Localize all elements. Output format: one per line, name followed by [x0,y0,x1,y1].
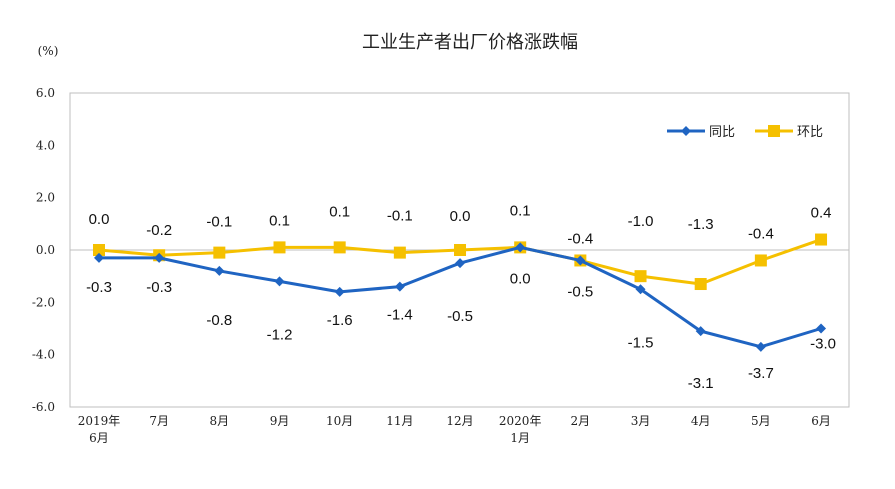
data-label-yoy: -1.4 [387,307,413,324]
data-point-yoy [635,284,646,295]
data-point-mom [454,244,467,256]
x-tick-line: 4月 [691,414,711,428]
data-label-yoy: -3.0 [810,336,836,353]
y-tick-label: -6.0 [32,400,55,414]
x-tick-label: 2019年 6月 [78,414,121,445]
series-layer [93,233,828,352]
data-label-mom: 0.4 [811,205,832,222]
data-label-yoy: -3.1 [688,375,714,392]
data-label-yoy: -0.5 [447,308,473,325]
data-point-mom [333,241,346,254]
data-label-mom: -1.0 [628,213,654,230]
data-label-mom: -0.2 [146,222,172,239]
data-label-mom: 0.0 [89,211,110,228]
data-point-yoy [695,326,706,337]
data-label-yoy: 0.0 [510,270,531,287]
legend-marker-yoy [681,126,691,136]
data-point-yoy [816,323,827,334]
data-point-mom [273,241,286,254]
data-label-yoy: -1.2 [267,326,293,343]
x-tick-line: 2019年 [78,414,121,428]
data-point-mom [213,246,226,259]
legend: 同比 环比 [667,125,823,140]
data-point-mom [815,233,828,246]
data-point-mom [694,278,707,291]
x-tick-label: 11月 [386,414,413,428]
x-tick-label: 6月 [811,414,831,428]
x-tick-line: 7月 [149,414,169,428]
data-point-yoy [394,281,405,292]
data-point-yoy [214,265,225,276]
data-point-yoy [575,255,586,266]
data-label-mom: -0.1 [206,214,232,231]
x-tick-label: 5月 [751,414,771,428]
x-tick-label: 8月 [210,414,230,428]
x-tick-line: 1月 [510,431,530,445]
data-label-yoy: -0.3 [86,279,112,296]
data-label-mom: -0.4 [748,225,774,242]
x-tick-line: 11月 [386,414,413,428]
data-label-yoy: -1.6 [327,312,353,329]
data-point-yoy [455,258,466,269]
data-label-mom: 0.1 [510,202,531,219]
x-tick-label: 12月 [446,414,473,428]
y-tick-label: 0.0 [36,243,55,257]
x-tick-line: 5月 [751,414,771,428]
x-tick-line: 2020年 [499,414,542,428]
data-point-mom [634,270,647,283]
y-tick-label: -4.0 [32,348,55,362]
chart-title: 工业生产者出厂价格涨跌幅 [362,32,578,53]
y-tick-label: 6.0 [36,86,55,100]
data-label-mom: 0.1 [269,212,290,229]
data-labels: -0.3 -0.3 -0.8 -1.2 -1.6 -1.4 -0.5 0.0 -0.5 -1.5 -… [86,202,836,392]
data-label-mom: -0.1 [387,208,413,225]
data-label-mom: -0.4 [567,230,593,247]
data-point-mom [393,246,406,259]
legend-label-mom: 环比 [797,125,823,140]
data-label-mom: 0.1 [329,203,350,220]
y-axis: 6.0 4.0 2.0 0.0 -2.0 -4.0 -6.0 [32,86,55,414]
y-tick-label: 2.0 [36,191,55,205]
data-point-yoy [515,242,526,253]
x-axis: 2019年 6月 7月 8月 9月 10月 11月 12月 2020年 1月 2月 3月 4月 5月 6月 [78,414,831,445]
x-tick-label: 10月 [326,414,353,428]
x-tick-line: 2月 [571,414,591,428]
data-point-yoy [94,252,104,263]
data-point-yoy [755,341,766,352]
legend-label-yoy: 同比 [709,125,735,140]
data-point-yoy [274,276,285,287]
data-point-mom [93,244,105,256]
x-tick-label: 2020年 1月 [499,414,542,445]
x-tick-label: 7月 [149,414,169,428]
data-point-mom [754,254,767,267]
y-tick-label: 4.0 [36,138,55,152]
x-tick-line: 3月 [631,414,651,428]
data-label-mom: 0.0 [450,208,471,225]
data-point-yoy [154,252,165,263]
x-tick-line: 8月 [210,414,230,428]
x-tick-line: 6月 [811,414,831,428]
data-label-yoy: -0.5 [567,283,593,300]
x-tick-line: 9月 [270,414,290,428]
y-tick-label: -2.0 [32,295,55,309]
data-label-mom: -1.3 [688,216,714,233]
data-label-yoy: -3.7 [748,365,774,382]
data-point-yoy [334,286,345,297]
data-label-yoy: -0.3 [146,279,172,296]
x-tick-line: 10月 [326,414,353,428]
x-tick-label: 9月 [270,414,290,428]
legend-marker-mom [768,125,780,137]
data-label-yoy: -1.5 [628,334,654,351]
y-unit-label: (%) [38,44,59,58]
x-tick-line: 12月 [446,414,473,428]
x-tick-label: 2月 [571,414,591,428]
x-tick-line: 6月 [89,431,109,445]
x-tick-label: 3月 [631,414,651,428]
x-tick-label: 4月 [691,414,711,428]
data-label-yoy: -0.8 [206,312,232,329]
